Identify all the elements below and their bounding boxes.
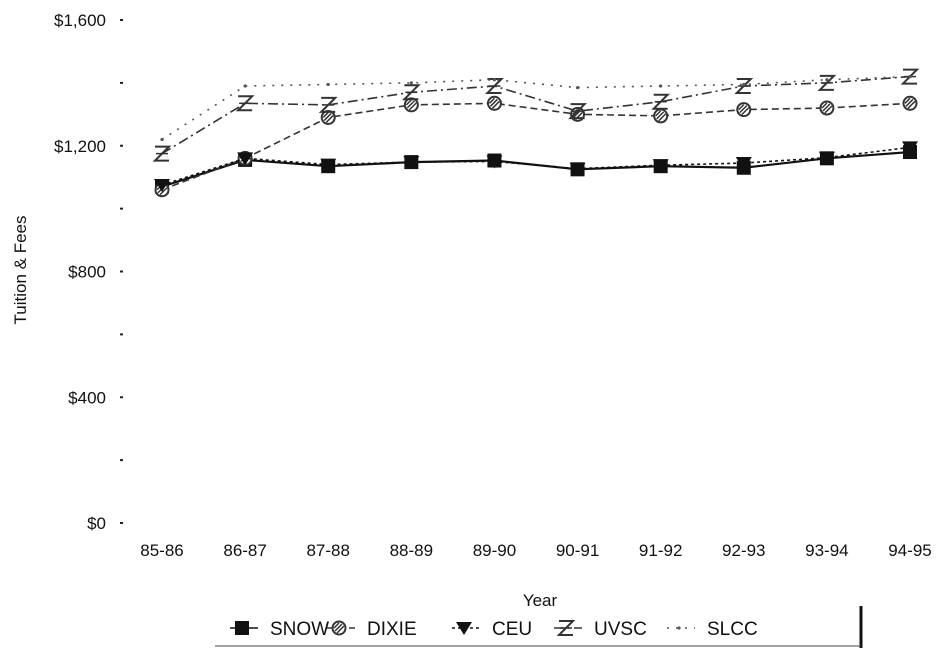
x-tick-label: 85-86	[140, 541, 183, 560]
data-point	[235, 95, 255, 112]
legend-item-snow: SNOW	[230, 619, 329, 640]
legend-marker	[456, 622, 472, 635]
data-point	[819, 100, 835, 116]
x-tick-label: 89-90	[473, 541, 516, 560]
legend: SNOW DIXIE CEU UVSC SLCC	[215, 606, 863, 648]
x-tick-label: 93-94	[805, 541, 848, 560]
series-ceu	[154, 141, 918, 193]
data-point	[659, 84, 663, 88]
data-point	[237, 152, 254, 166]
data-point	[818, 151, 835, 165]
legend-item-slcc: SLCC	[667, 619, 758, 640]
data-point	[409, 81, 413, 85]
data-point	[902, 95, 918, 111]
data-point	[817, 74, 837, 91]
legend-label: SLCC	[707, 619, 758, 640]
y-axis-title: Tuition & Fees	[11, 216, 30, 325]
series-dixie	[154, 95, 918, 198]
data-point	[326, 82, 330, 87]
legend-label: CEU	[492, 619, 532, 640]
y-tick-label: $400	[68, 388, 106, 407]
data-point	[652, 159, 669, 173]
data-point	[736, 102, 752, 118]
x-tick-label: 91-92	[639, 541, 682, 560]
series-slcc	[160, 74, 912, 142]
data-point	[152, 145, 172, 162]
x-tick-label: 87-88	[306, 541, 349, 560]
series-line	[161, 146, 911, 186]
data-point	[575, 85, 580, 90]
x-tick-labels: 85-86 86-87 87-88 88-89 89-90 90-91 91-92 92-93…	[140, 541, 931, 560]
series-line	[161, 75, 911, 155]
data-point	[403, 156, 420, 170]
x-tick-label: 88-89	[390, 541, 433, 560]
data-point	[742, 82, 746, 87]
legend-marker	[677, 626, 681, 630]
data-point	[320, 109, 336, 125]
series-line	[161, 150, 911, 188]
data-point	[486, 95, 502, 111]
data-point	[154, 179, 170, 193]
x-tick-label: 92-93	[722, 541, 765, 560]
data-point	[735, 157, 752, 171]
legend-marker	[235, 621, 249, 635]
y-tick-label: $800	[68, 263, 106, 282]
legend-label: DIXIE	[367, 619, 417, 640]
data-point	[318, 96, 338, 113]
y-tick-label: $0	[87, 514, 106, 533]
data-point	[569, 162, 586, 176]
x-tick-label: 94-95	[888, 541, 931, 560]
data-point	[492, 78, 497, 82]
legend-marker	[556, 620, 576, 636]
series-lines	[152, 68, 920, 198]
data-point	[320, 158, 337, 172]
legend-label: UVSC	[594, 619, 647, 640]
series-line	[161, 75, 911, 141]
y-axis	[120, 19, 123, 524]
data-point	[401, 84, 421, 101]
data-point	[651, 93, 671, 110]
data-point	[160, 137, 164, 142]
y-tick-labels: $0 $400 $800 $1,200 $1,600	[54, 11, 106, 533]
x-axis-title: Year	[523, 591, 558, 610]
legend-label: SNOW	[270, 619, 329, 640]
legend-item-uvsc: UVSC	[554, 619, 647, 640]
data-point	[825, 78, 829, 82]
x-tick-label: 90-91	[556, 541, 599, 560]
data-point	[568, 103, 587, 120]
data-point	[653, 108, 669, 124]
data-point	[243, 84, 247, 88]
legend-marker	[331, 620, 347, 636]
legend-item-dixie: DIXIE	[327, 619, 417, 640]
legend-item-ceu: CEU	[452, 619, 532, 640]
data-point	[908, 74, 912, 79]
data-point	[902, 141, 918, 155]
series-line	[161, 102, 911, 191]
data-point	[486, 155, 503, 169]
y-tick-label: $1,200	[54, 137, 106, 156]
y-tick-label: $1,600	[54, 11, 106, 30]
series-snow	[155, 145, 917, 194]
x-tick-label: 86-87	[223, 541, 266, 560]
data-point	[403, 97, 419, 113]
